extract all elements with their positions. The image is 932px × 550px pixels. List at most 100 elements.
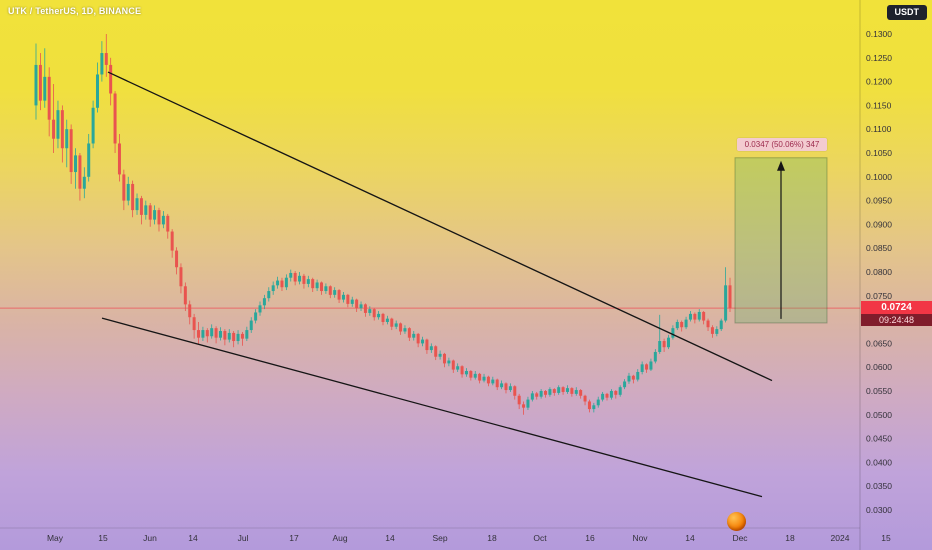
candle-body (245, 330, 249, 339)
candle-body (508, 386, 512, 391)
candle-body (271, 285, 275, 292)
price-range-label[interactable]: 0.0347 (50.06%) 347 (737, 138, 827, 151)
price-axis-label: 0.0400 (866, 457, 892, 467)
candle-body (517, 395, 521, 405)
candle-body (161, 215, 165, 225)
candle-body (113, 93, 117, 144)
time-axis-label: May (47, 533, 64, 543)
candle-body (715, 329, 719, 334)
candle-body (82, 176, 86, 189)
candle-body (249, 320, 253, 331)
symbol-legend[interactable]: UTK / TetherUS, 1D, BINANCE (8, 6, 142, 16)
candle-body (377, 313, 381, 318)
candle-body (592, 405, 596, 410)
time-axis-label: 16 (585, 533, 595, 543)
price-axis-label: 0.0450 (866, 434, 892, 444)
candle-body (548, 389, 552, 395)
candle-body (442, 353, 446, 364)
candle-body (385, 318, 389, 322)
candle-body (645, 364, 649, 370)
candle-body (95, 74, 99, 108)
candle-body (170, 231, 174, 251)
candle-body (552, 389, 556, 393)
candle-body (122, 174, 126, 201)
candle-body (254, 312, 258, 321)
candle-body (192, 317, 196, 331)
price-axis-label: 0.1200 (866, 77, 892, 87)
trendline[interactable] (107, 71, 773, 382)
time-axis-label: Jun (143, 533, 157, 543)
candle-body (526, 399, 530, 408)
candle-body (258, 305, 262, 313)
candle-body (693, 313, 697, 320)
candle-body (262, 298, 266, 306)
candle-body (126, 183, 130, 201)
candle-body (289, 272, 293, 278)
candle-body (539, 391, 543, 397)
candle-body (697, 311, 701, 320)
candle-body (359, 304, 363, 309)
candle-body (596, 399, 600, 406)
trendline[interactable] (101, 317, 763, 498)
candle-body (201, 330, 205, 338)
price-axis-label: 0.0650 (866, 338, 892, 348)
candle-body (653, 351, 657, 362)
candle-body (504, 383, 508, 391)
candle-body (706, 320, 710, 328)
time-axis-label: 14 (685, 533, 695, 543)
candle-body (587, 401, 591, 410)
candle-body (464, 371, 468, 375)
time-axis-label: Jul (238, 533, 249, 543)
candle-body (43, 76, 47, 101)
candle-body (218, 331, 222, 338)
time-axis-label: 15 (881, 533, 891, 543)
candle-body (346, 294, 350, 304)
price-axis-label: 0.0950 (866, 196, 892, 206)
price-axis-label: 0.1000 (866, 172, 892, 182)
price-axis-label: 0.0750 (866, 291, 892, 301)
candle-body (47, 76, 51, 120)
candle-body (412, 333, 416, 338)
candle-body (315, 282, 319, 289)
candle-body (565, 388, 569, 392)
candle-body (394, 323, 398, 327)
candle-body (280, 280, 284, 288)
time-axis-label: 18 (785, 533, 795, 543)
candle-body (434, 346, 438, 357)
candle-countdown-badge: 09:24:48 (861, 314, 932, 326)
candle-body (719, 320, 723, 330)
candle-body (535, 393, 539, 397)
candle-body (530, 393, 534, 400)
candle-body (320, 282, 324, 292)
quote-currency-badge[interactable]: USDT (886, 5, 927, 20)
candle-body (355, 299, 359, 309)
candle-body (544, 391, 548, 395)
candle-body (561, 387, 565, 392)
price-axis-label: 0.0900 (866, 219, 892, 229)
candle-body (570, 388, 574, 394)
price-axis[interactable]: 0.1300 0.1250 0.1200 0.1150 0.1100 0.1050 0.10… (866, 29, 892, 515)
candle-body (640, 364, 644, 372)
price-axis-label: 0.1100 (866, 124, 892, 134)
candle-body (702, 311, 706, 321)
candle-body (74, 155, 78, 173)
candle-body (623, 381, 627, 388)
time-axis[interactable]: May 15 Jun 14 Jul 17 Aug 14 Sep 18 Oct 16 Nov 14 Dec 18… (47, 533, 891, 543)
candlestick-series (34, 34, 732, 415)
candle-body (284, 277, 288, 288)
candle-body (368, 309, 372, 313)
candle-body (482, 376, 486, 381)
time-axis-label: Aug (332, 533, 347, 543)
time-axis-label: 17 (289, 533, 299, 543)
price-axis-label: 0.0600 (866, 362, 892, 372)
candle-body (276, 280, 280, 286)
price-axis-label: 0.1300 (866, 29, 892, 39)
candle-body (557, 387, 561, 393)
time-axis-label: 2024 (831, 533, 850, 543)
price-axis-label: 0.0850 (866, 243, 892, 253)
candle-body (631, 375, 635, 380)
candle-body (618, 387, 622, 395)
time-axis-label: Oct (533, 533, 547, 543)
